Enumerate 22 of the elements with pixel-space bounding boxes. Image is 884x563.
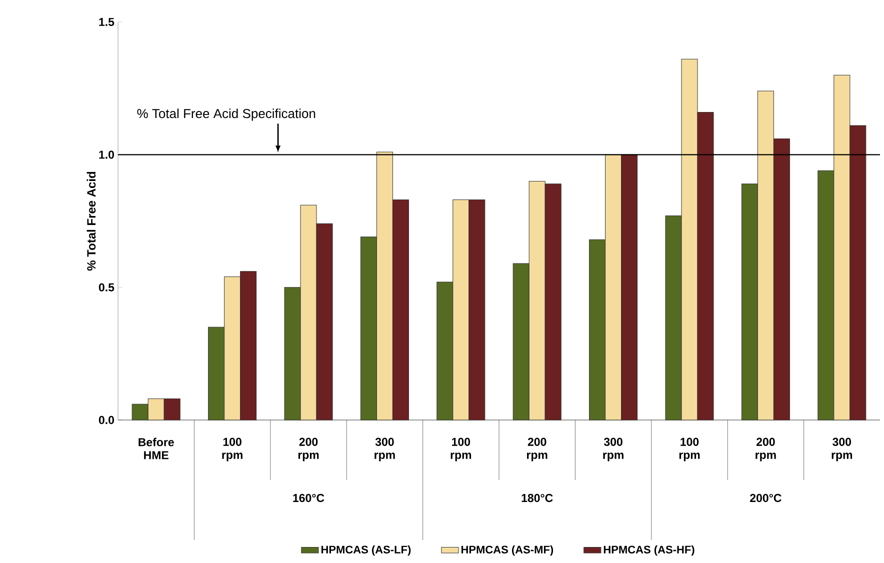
- x-tick-label: 300 rpm: [832, 438, 852, 462]
- y-tick-label: 0.0: [98, 416, 114, 424]
- x-tick-label: 200 rpm: [756, 438, 776, 462]
- x-tick-label: Before HME: [138, 438, 174, 460]
- x-tick-label: 100 rpm: [450, 438, 472, 462]
- x-tick-label: 300 rpm: [374, 438, 395, 462]
- legend-label: HPMCAS (AS-LF): [321, 545, 411, 556]
- text: 160°C: [293, 494, 324, 502]
- text: 180°C: [522, 494, 553, 502]
- ref-line-label: % Total Free Acid Specification: [137, 108, 316, 121]
- x-tick-label: 200 rpm: [298, 438, 319, 462]
- y-tick-label: 1.5: [99, 18, 114, 26]
- x-tick-label: 300 rpm: [603, 438, 624, 462]
- x-tick-label: 100 rpm: [222, 438, 242, 462]
- legend-label: HPMCAS (AS-HF): [604, 545, 694, 556]
- y-tick-label: 0.5: [98, 283, 114, 292]
- text: 200°C: [750, 494, 782, 502]
- x-tick-label: 200 rpm: [526, 438, 548, 462]
- y-axis-title: % Total Free Acid: [86, 172, 96, 271]
- y-tick-label: 1.0: [99, 150, 114, 159]
- x-tick-label: 100 rpm: [679, 438, 700, 462]
- legend-label: HPMCAS (AS-MF): [461, 545, 554, 556]
